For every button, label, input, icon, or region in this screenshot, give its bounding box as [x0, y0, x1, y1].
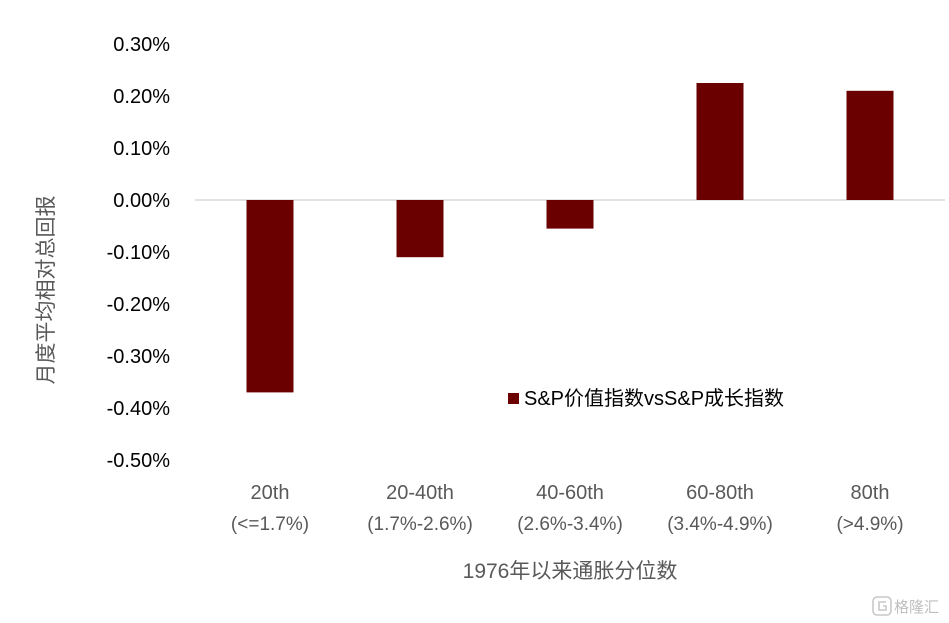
- y-tick-label: -0.30%: [107, 346, 171, 368]
- x-tick-label: 20-40th: [386, 482, 454, 504]
- x-axis-title: 1976年以来通胀分位数: [463, 560, 678, 583]
- y-tick-label: -0.10%: [107, 242, 171, 264]
- bar-80th: [846, 90, 894, 200]
- x-axis-ticks: 20th (<=1.7%) 20-40th (1.7%-2.6%) 40-60th (2.…: [231, 482, 904, 535]
- y-tick-label: -0.50%: [107, 450, 171, 472]
- y-tick-label: -0.40%: [107, 398, 171, 420]
- legend: S&P价值指数vsS&P成长指数: [508, 387, 784, 410]
- x-tick-label: 20th: [251, 482, 290, 504]
- x-tick-sublabel: (>4.9%): [836, 514, 903, 535]
- x-tick-label: 80th: [851, 482, 890, 504]
- watermark-text: 格隆汇: [894, 599, 939, 616]
- x-tick-label: 40-60th: [536, 482, 604, 504]
- bar-60-80th: [696, 83, 744, 200]
- bar-20th: [246, 200, 294, 393]
- y-axis-ticks: 0.30% 0.20% 0.10% 0.00% -0.10% -0.20% -0.30% -0…: [107, 34, 171, 472]
- x-tick-sublabel: (1.7%-2.6%): [367, 514, 473, 535]
- gelonghui-logo-icon: [872, 596, 892, 616]
- bar-20-40th: [396, 200, 444, 258]
- y-tick-label: -0.20%: [107, 294, 171, 316]
- y-tick-label: 0.30%: [113, 34, 170, 56]
- y-axis-title: 月度平均相对总回报: [35, 196, 58, 385]
- x-tick-label: 60-80th: [686, 482, 754, 504]
- y-tick-label: 0.10%: [113, 138, 170, 160]
- x-tick-sublabel: (<=1.7%): [231, 514, 309, 535]
- watermark: 格隆汇: [872, 596, 939, 616]
- x-tick-sublabel: (3.4%-4.9%): [667, 514, 773, 535]
- y-tick-label: 0.00%: [113, 190, 170, 212]
- y-tick-label: 0.20%: [113, 86, 170, 108]
- legend-swatch: [508, 393, 519, 404]
- bar-40-60th: [546, 200, 594, 229]
- legend-label: S&P价值指数vsS&P成长指数: [524, 387, 784, 410]
- bars: [246, 83, 894, 393]
- x-tick-sublabel: (2.6%-3.4%): [517, 514, 623, 535]
